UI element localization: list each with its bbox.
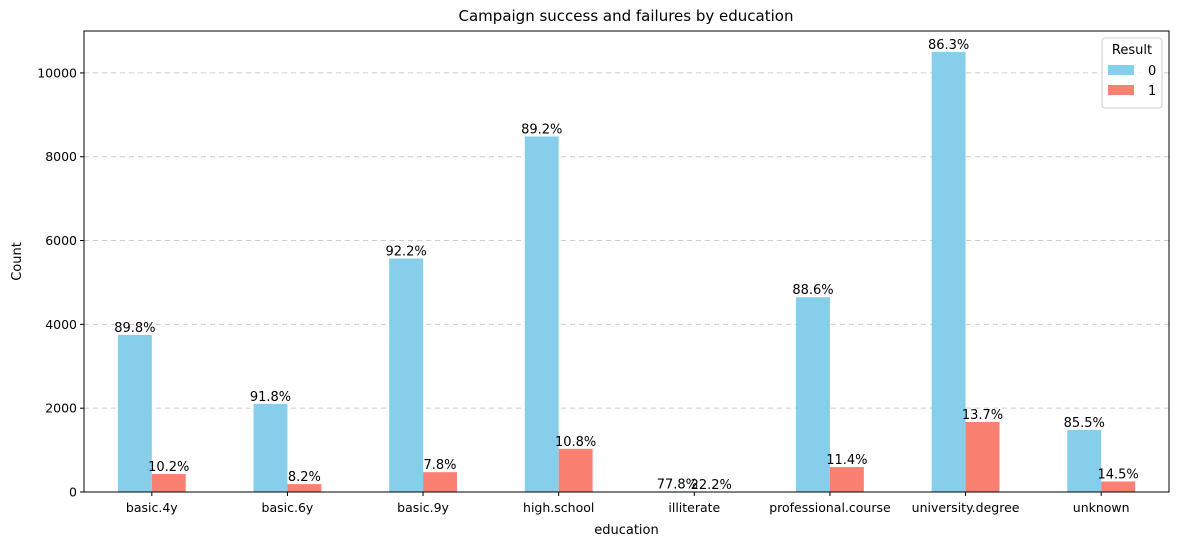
bar-series-1 (558, 448, 593, 492)
bar-series-1 (829, 467, 864, 492)
legend-title: Result (1112, 43, 1152, 58)
grid-lines (84, 72, 1169, 409)
bar-series-1 (965, 422, 1000, 492)
bar-series-0 (117, 334, 152, 492)
plot-area-frame (83, 30, 1170, 493)
bar-data-label: 92.2% (385, 244, 426, 259)
bar-series-1 (151, 474, 186, 492)
bar-data-label: 89.8% (114, 321, 155, 336)
y-tick-label: 10000 (37, 65, 77, 80)
bar-series-1 (287, 484, 322, 492)
bar-data-label: 10.2% (148, 460, 189, 475)
bar-series-0 (931, 52, 966, 493)
bar-series-0 (253, 403, 288, 492)
x-tick-label: illiterate (668, 500, 720, 515)
x-tick-label: basic.6y (262, 500, 314, 515)
bar-data-label: 14.5% (1097, 467, 1138, 482)
bar-data-label: 89.2% (521, 122, 562, 137)
legend-label: 0 (1148, 64, 1156, 79)
bar-data-label: 7.8% (424, 458, 457, 473)
y-axis-label: Count (10, 242, 25, 281)
chart-title: Campaign success and failures by educati… (459, 7, 794, 25)
bars (117, 52, 1136, 493)
y-tick-label: 2000 (45, 401, 77, 416)
y-tick-label: 0 (69, 485, 77, 500)
bar-data-label: 88.6% (792, 283, 833, 298)
x-tick-label: unknown (1073, 500, 1130, 515)
y-tick-label: 8000 (45, 149, 77, 164)
x-axis-ticks: basic.4y basic.6y basic.9y high.school illit… (126, 492, 1130, 515)
bar-data-label: 85.5% (1064, 416, 1105, 431)
bar-series-0 (389, 258, 424, 492)
bar-data-label: 91.8% (250, 390, 291, 405)
bar-series-0 (796, 297, 830, 492)
y-axis-ticks: 0 2000 4000 6000 8000 10000 (37, 65, 84, 500)
x-tick-label: university.degree (912, 500, 1020, 515)
legend-swatch (1108, 85, 1134, 95)
y-tick-label: 4000 (45, 317, 77, 332)
bar-series-1 (1101, 481, 1136, 492)
x-axis-label: education (594, 523, 659, 538)
x-tick-label: basic.9y (397, 500, 449, 515)
bar-data-label: 22.2% (691, 478, 732, 493)
bar-data-label: 8.2% (288, 470, 321, 485)
bar-series-0 (524, 136, 559, 492)
bar-series-0 (1067, 429, 1102, 492)
x-tick-label: high.school (523, 500, 594, 515)
bar-data-label: 86.3% (928, 38, 969, 53)
bar-data-label: 11.4% (826, 453, 867, 468)
bar-series-1 (423, 472, 457, 492)
bar-data-label: 77.8% (657, 477, 698, 492)
bar-data-label: 13.7% (962, 408, 1003, 423)
legend-swatch (1108, 65, 1134, 75)
y-tick-label: 6000 (45, 233, 77, 248)
x-tick-label: professional.course (769, 500, 891, 515)
legend: Result 01 (1101, 37, 1163, 109)
legend-label: 1 (1148, 84, 1156, 99)
data-labels: 89.8% 10.2% 91.8% 8.2% 92.2% 7.8% 89.2% 10.8% 77… (114, 38, 1139, 493)
legend-items: 01 (1108, 64, 1156, 99)
bar-data-label: 10.8% (555, 435, 596, 450)
x-tick-label: basic.4y (126, 500, 178, 515)
